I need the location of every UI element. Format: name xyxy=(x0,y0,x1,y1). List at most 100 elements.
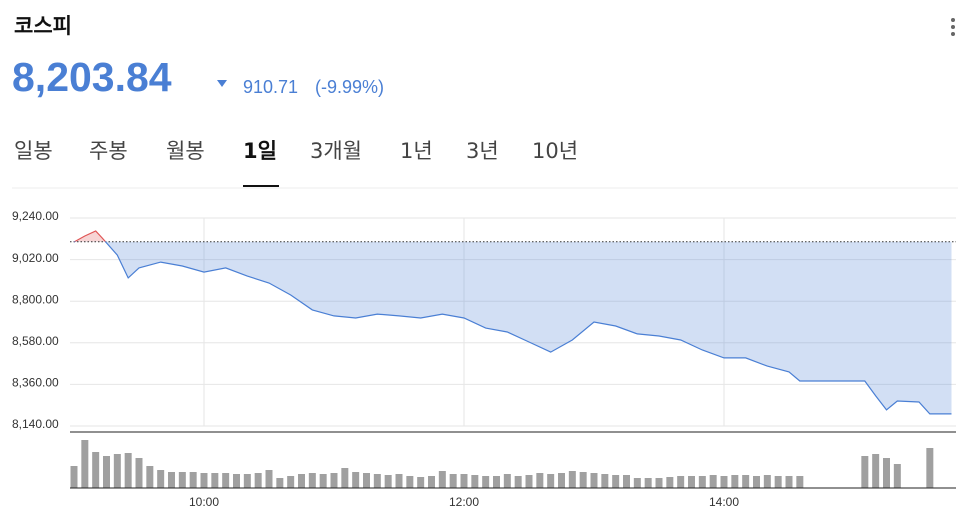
price: 8,203.84 xyxy=(12,54,172,100)
tab[interactable]: 1일 xyxy=(243,139,277,163)
volume-bar xyxy=(373,474,381,488)
volume-bar xyxy=(612,475,620,488)
volume-bar xyxy=(763,475,771,488)
volume-bar xyxy=(352,472,360,488)
volume-bar xyxy=(785,476,793,488)
volume-bar xyxy=(861,456,869,488)
volume-bar xyxy=(178,472,186,488)
volume-bar xyxy=(709,475,717,488)
volume-bar xyxy=(547,474,555,488)
volume-bar xyxy=(731,475,739,488)
y-tick-label: 8,360.00 xyxy=(12,376,59,390)
volume-bar xyxy=(774,476,782,488)
volume-bar xyxy=(384,475,392,488)
volume-bar xyxy=(872,454,880,488)
volume-bar xyxy=(417,477,425,488)
volume-bar xyxy=(189,472,197,488)
x-tick-label: 10:00 xyxy=(189,495,219,509)
tab[interactable]: 3개월 xyxy=(310,139,362,163)
title: 코스피 xyxy=(14,14,72,38)
volume-bar xyxy=(233,474,240,488)
volume-bar xyxy=(200,473,208,488)
volume-bar xyxy=(428,476,435,488)
change-pct: (-9.99%) xyxy=(315,77,384,97)
change: 910.71 xyxy=(243,77,298,97)
volume-bar xyxy=(579,472,587,488)
volume-bar xyxy=(698,476,706,488)
tab[interactable]: 3년 xyxy=(466,139,499,163)
y-tick-label: 8,800.00 xyxy=(12,292,59,306)
volume-bar xyxy=(503,474,511,488)
volume-bar xyxy=(893,464,901,488)
volume-bar xyxy=(558,473,565,488)
tab[interactable]: 월봉 xyxy=(166,139,205,163)
volume-bar xyxy=(633,478,641,488)
volume-bar xyxy=(742,475,750,488)
volume-bar xyxy=(276,478,284,488)
y-tick-label: 8,140.00 xyxy=(12,417,59,431)
volume-bar xyxy=(883,458,890,488)
volume-bar xyxy=(70,466,78,488)
volume-bar xyxy=(168,472,175,488)
down-arrow xyxy=(217,80,227,87)
volume-bar xyxy=(536,473,544,488)
volume-bar xyxy=(482,476,490,488)
price-line xyxy=(73,230,952,415)
volume-bar xyxy=(568,471,576,488)
volume-bar xyxy=(449,474,457,488)
volume-bar xyxy=(341,468,349,488)
volume-bar xyxy=(688,476,695,488)
tab[interactable]: 일봉 xyxy=(14,139,53,163)
volume-bar xyxy=(677,476,685,488)
volume-bar xyxy=(601,474,609,488)
volume-bar xyxy=(460,474,468,488)
volume-bar xyxy=(319,474,327,488)
volume-bar xyxy=(92,452,100,488)
volume-bar xyxy=(395,474,403,488)
volume-bar xyxy=(363,473,370,488)
volume-bar xyxy=(308,473,316,488)
volume-bar xyxy=(124,453,132,488)
volume-bar xyxy=(298,474,305,488)
volume-bar xyxy=(113,454,121,488)
y-tick-label: 9,240.00 xyxy=(12,209,59,223)
y-tick-label: 8,580.00 xyxy=(12,334,59,348)
volume-bar xyxy=(926,448,934,488)
x-tick-label: 14:00 xyxy=(709,495,739,509)
volume-bar xyxy=(254,473,262,488)
volume-bar xyxy=(287,476,295,488)
volume-bar xyxy=(157,470,165,488)
volume-bar xyxy=(81,440,89,488)
volume-bar xyxy=(146,466,154,488)
volume-bar xyxy=(103,456,110,488)
volume-bar xyxy=(330,473,338,488)
tab[interactable]: 주봉 xyxy=(89,139,128,163)
volume-bar xyxy=(135,458,143,488)
x-tick-label: 12:00 xyxy=(449,495,479,509)
volume-bar xyxy=(623,475,630,488)
tab[interactable]: 10년 xyxy=(532,139,578,163)
volume-bar xyxy=(438,471,446,488)
price-area xyxy=(74,231,952,414)
volume-bar xyxy=(796,476,804,488)
volume-bar xyxy=(666,477,674,488)
y-tick-label: 9,020.00 xyxy=(12,251,59,265)
volume-bar xyxy=(222,473,230,488)
volume-bar xyxy=(525,475,533,488)
volume-bar xyxy=(514,476,522,488)
volume-bar xyxy=(406,476,414,488)
volume-bar xyxy=(644,478,652,488)
volume-bar xyxy=(265,470,273,488)
menu-button[interactable] xyxy=(951,18,955,36)
tab[interactable]: 1년 xyxy=(400,139,433,163)
volume-bar xyxy=(493,476,500,488)
volume-bar xyxy=(471,475,479,488)
volume-bar xyxy=(753,476,760,488)
volume-bar xyxy=(243,474,251,488)
volume-bar xyxy=(590,473,598,488)
volume-bar xyxy=(655,478,663,488)
volume-bar xyxy=(211,473,219,488)
volume-bar xyxy=(720,476,728,488)
